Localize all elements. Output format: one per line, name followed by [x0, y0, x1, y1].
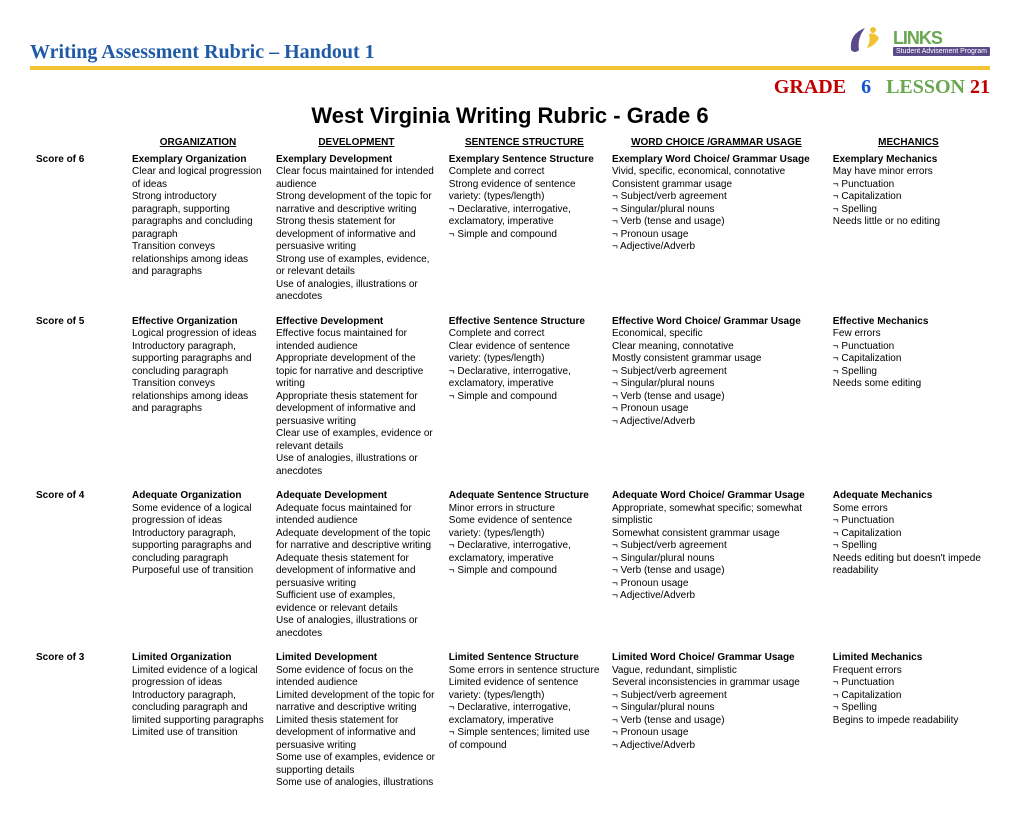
development-cell-body: Some evidence of focus on the intended a…: [276, 665, 437, 790]
sentence-cell: Limited Sentence StructureSome errors in…: [443, 650, 606, 800]
col-mechanics: MECHANICS: [827, 135, 990, 152]
rubric-row: Score of 3Limited OrganizationLimited ev…: [30, 650, 990, 800]
col-sentence: SENTENCE STRUCTURE: [443, 135, 606, 152]
mechanics-cell-body: Some errors ¬ Punctuation ¬ Capitalizati…: [833, 503, 984, 578]
sentence-cell-body: Complete and correct Clear evidence of s…: [449, 328, 600, 403]
word-choice-cell-head: Exemplary Word Choice/ Grammar Usage: [612, 154, 821, 167]
mechanics-cell-body: May have minor errors ¬ Punctuation ¬ Ca…: [833, 166, 984, 229]
doc-title: Writing Assessment Rubric – Handout 1: [30, 41, 375, 64]
mechanics-cell: Limited MechanicsFrequent errors ¬ Punct…: [827, 650, 990, 800]
development-cell-head: Exemplary Development: [276, 154, 437, 167]
word-choice-cell-head: Adequate Word Choice/ Grammar Usage: [612, 490, 821, 503]
word-choice-cell-body: Vague, redundant, simplistic Several inc…: [612, 665, 821, 753]
lesson-word: LESSON: [886, 76, 965, 98]
word-choice-cell: Limited Word Choice/ Grammar UsageVague,…: [606, 650, 827, 800]
organization-cell-head: Adequate Organization: [132, 490, 264, 503]
divider-rule: [30, 66, 990, 70]
word-choice-cell-head: Effective Word Choice/ Grammar Usage: [612, 316, 821, 329]
mechanics-cell: Adequate MechanicsSome errors ¬ Punctuat…: [827, 488, 990, 650]
sentence-cell: Effective Sentence StructureComplete and…: [443, 314, 606, 489]
organization-cell: Adequate OrganizationSome evidence of a …: [126, 488, 270, 650]
column-header-row: ORGANIZATION DEVELOPMENT SENTENCE STRUCT…: [30, 135, 990, 152]
rubric-row: Score of 6Exemplary OrganizationClear an…: [30, 152, 990, 314]
logo-text: LINKS Student Advisement Program: [893, 29, 990, 56]
development-cell-head: Effective Development: [276, 316, 437, 329]
main-title: West Virginia Writing Rubric - Grade 6: [30, 103, 990, 129]
logo-swoosh-icon: [845, 20, 889, 64]
word-choice-cell: Adequate Word Choice/ Grammar UsageAppro…: [606, 488, 827, 650]
organization-cell-body: Some evidence of a logical progression o…: [132, 503, 264, 578]
development-cell-head: Limited Development: [276, 652, 437, 665]
organization-cell: Limited OrganizationLimited evidence of …: [126, 650, 270, 800]
development-cell-body: Adequate focus maintained for intended a…: [276, 503, 437, 641]
lesson-number: 21: [970, 76, 990, 98]
development-cell-head: Adequate Development: [276, 490, 437, 503]
mechanics-cell: Effective MechanicsFew errors ¬ Punctuat…: [827, 314, 990, 489]
sentence-cell-head: Effective Sentence Structure: [449, 316, 600, 329]
grade-word: GRADE: [774, 76, 846, 98]
col-word-choice: WORD CHOICE /GRAMMAR USAGE: [606, 135, 827, 152]
rubric-table: ORGANIZATION DEVELOPMENT SENTENCE STRUCT…: [30, 135, 990, 800]
word-choice-cell-body: Appropriate, somewhat specific; somewhat…: [612, 503, 821, 603]
score-cell: Score of 6: [30, 152, 126, 314]
word-choice-cell: Exemplary Word Choice/ Grammar UsageVivi…: [606, 152, 827, 314]
logo-sub: Student Advisement Program: [893, 47, 990, 56]
organization-cell-body: Limited evidence of a logical progressio…: [132, 665, 264, 740]
word-choice-cell: Effective Word Choice/ Grammar UsageEcon…: [606, 314, 827, 489]
sentence-cell-head: Exemplary Sentence Structure: [449, 154, 600, 167]
header-row: Writing Assessment Rubric – Handout 1 LI…: [30, 20, 990, 64]
mechanics-cell-head: Effective Mechanics: [833, 316, 984, 329]
logo: LINKS Student Advisement Program: [845, 20, 990, 64]
logo-main: LINKS: [893, 29, 990, 47]
col-organization: ORGANIZATION: [126, 135, 270, 152]
development-cell: Effective DevelopmentEffective focus mai…: [270, 314, 443, 489]
sentence-cell: Exemplary Sentence StructureComplete and…: [443, 152, 606, 314]
sentence-cell-body: Complete and correct Strong evidence of …: [449, 166, 600, 241]
mechanics-cell-body: Frequent errors ¬ Punctuation ¬ Capitali…: [833, 665, 984, 728]
organization-cell-head: Effective Organization: [132, 316, 264, 329]
development-cell-body: Effective focus maintained for intended …: [276, 328, 437, 478]
development-cell: Adequate DevelopmentAdequate focus maint…: [270, 488, 443, 650]
organization-cell-body: Logical progression of ideas Introductor…: [132, 328, 264, 416]
score-cell: Score of 3: [30, 650, 126, 800]
col-development: DEVELOPMENT: [270, 135, 443, 152]
development-cell-body: Clear focus maintained for intended audi…: [276, 166, 437, 304]
word-choice-cell-head: Limited Word Choice/ Grammar Usage: [612, 652, 821, 665]
score-cell: Score of 4: [30, 488, 126, 650]
mechanics-cell-head: Limited Mechanics: [833, 652, 984, 665]
score-header: [30, 135, 126, 152]
development-cell: Exemplary DevelopmentClear focus maintai…: [270, 152, 443, 314]
mechanics-cell-head: Exemplary Mechanics: [833, 154, 984, 167]
organization-cell-head: Exemplary Organization: [132, 154, 264, 167]
sentence-cell-body: Minor errors in structure Some evidence …: [449, 503, 600, 578]
rubric-row: Score of 4Adequate OrganizationSome evid…: [30, 488, 990, 650]
organization-cell-body: Clear and logical progression of ideas S…: [132, 166, 264, 279]
sentence-cell-head: Limited Sentence Structure: [449, 652, 600, 665]
organization-cell: Effective OrganizationLogical progressio…: [126, 314, 270, 489]
mechanics-cell-body: Few errors ¬ Punctuation ¬ Capitalizatio…: [833, 328, 984, 391]
mechanics-cell-head: Adequate Mechanics: [833, 490, 984, 503]
development-cell: Limited DevelopmentSome evidence of focu…: [270, 650, 443, 800]
grade-lesson-line: GRADE 6 LESSON 21: [30, 76, 990, 99]
sentence-cell-body: Some errors in sentence structure Limite…: [449, 665, 600, 753]
sentence-cell: Adequate Sentence StructureMinor errors …: [443, 488, 606, 650]
mechanics-cell: Exemplary MechanicsMay have minor errors…: [827, 152, 990, 314]
word-choice-cell-body: Vivid, specific, economical, connotative…: [612, 166, 821, 254]
organization-cell-head: Limited Organization: [132, 652, 264, 665]
word-choice-cell-body: Economical, specific Clear meaning, conn…: [612, 328, 821, 428]
sentence-cell-head: Adequate Sentence Structure: [449, 490, 600, 503]
score-cell: Score of 5: [30, 314, 126, 489]
grade-number: 6: [861, 76, 871, 98]
rubric-row: Score of 5Effective OrganizationLogical …: [30, 314, 990, 489]
organization-cell: Exemplary OrganizationClear and logical …: [126, 152, 270, 314]
